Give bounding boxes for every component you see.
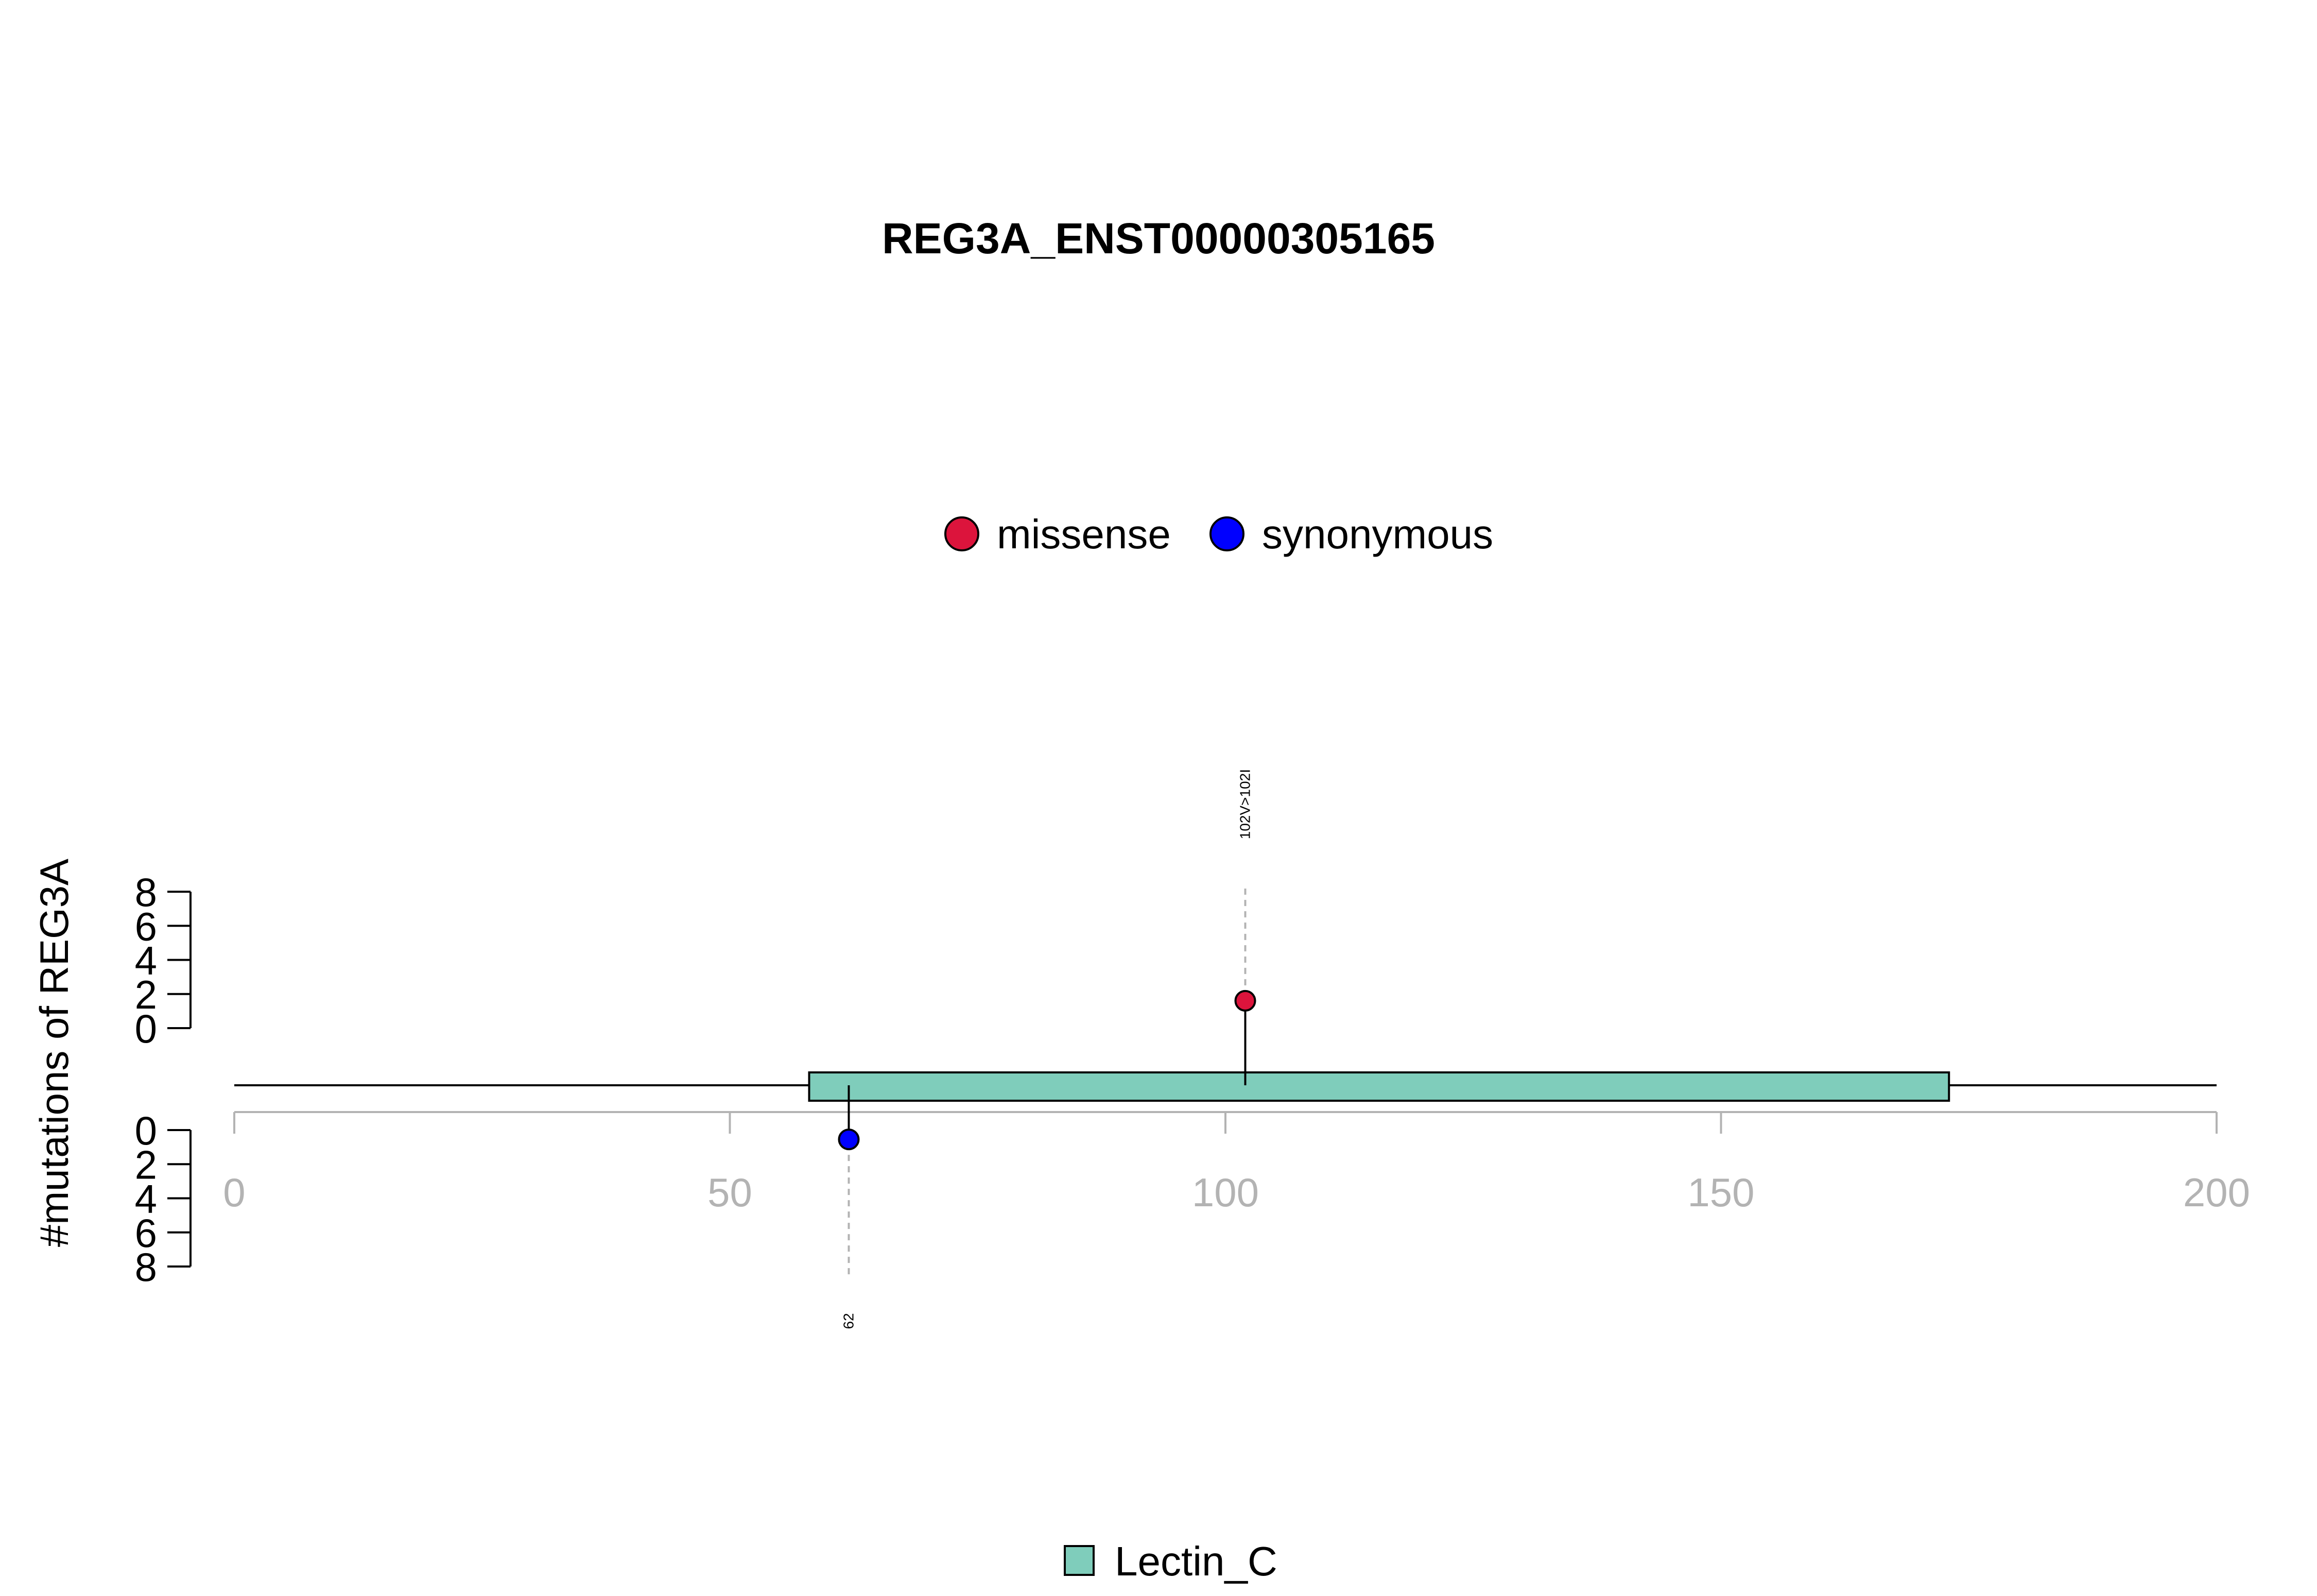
mutation-layer: 102V>102I 62 [838,769,1256,1329]
mutation-point-62 [838,1129,860,1151]
legend-marker-synonymous [1209,516,1244,551]
x-tick-label-100: 100 [1192,1170,1259,1215]
x-tick-label-150: 150 [1687,1170,1754,1215]
y-tick-label-top-4: 4 [135,938,157,983]
y-tick-label-bottom-8: 8 [135,1244,157,1290]
domain-Lectin_C [808,1071,1950,1102]
domain-legend: Lectin_C [1064,1538,1277,1584]
y-tick-label-bottom-0: 0 [135,1108,157,1153]
y-tick-label-bottom-6: 6 [135,1210,157,1256]
y-tick-label-bottom-4: 4 [135,1176,157,1222]
chart-title: REG3A_ENST00000305165 [882,214,1435,263]
y-tick-label-top-2: 2 [135,972,157,1017]
y-tick-label-top-6: 6 [135,904,157,949]
x-axis: 0 50 100 150 200 [223,1111,2250,1215]
mutation-label-62: 62 [841,1313,857,1329]
domain-legend-label-Lectin_C: Lectin_C [1115,1538,1277,1584]
legend-marker-missense [944,516,979,551]
domain-layer [808,1071,1950,1102]
mutation-label-102: 102V>102I [1237,769,1253,839]
y-tick-label-top-8: 8 [135,870,157,915]
mutation-legend: missense synonymous [944,511,1493,557]
mutation-point-102 [1234,990,1256,1012]
legend-label-missense: missense [997,511,1171,557]
y-axis-label: #mutations of REG3A [31,859,77,1247]
y-tick-label-top-0: 0 [135,1006,157,1051]
x-tick-label-200: 200 [2183,1170,2250,1215]
domain-legend-swatch-Lectin_C [1064,1545,1095,1576]
legend-label-synonymous: synonymous [1262,511,1493,557]
x-tick-label-50: 50 [707,1170,752,1215]
y-tick-label-bottom-2: 2 [135,1142,157,1187]
x-tick-label-0: 0 [223,1170,245,1215]
